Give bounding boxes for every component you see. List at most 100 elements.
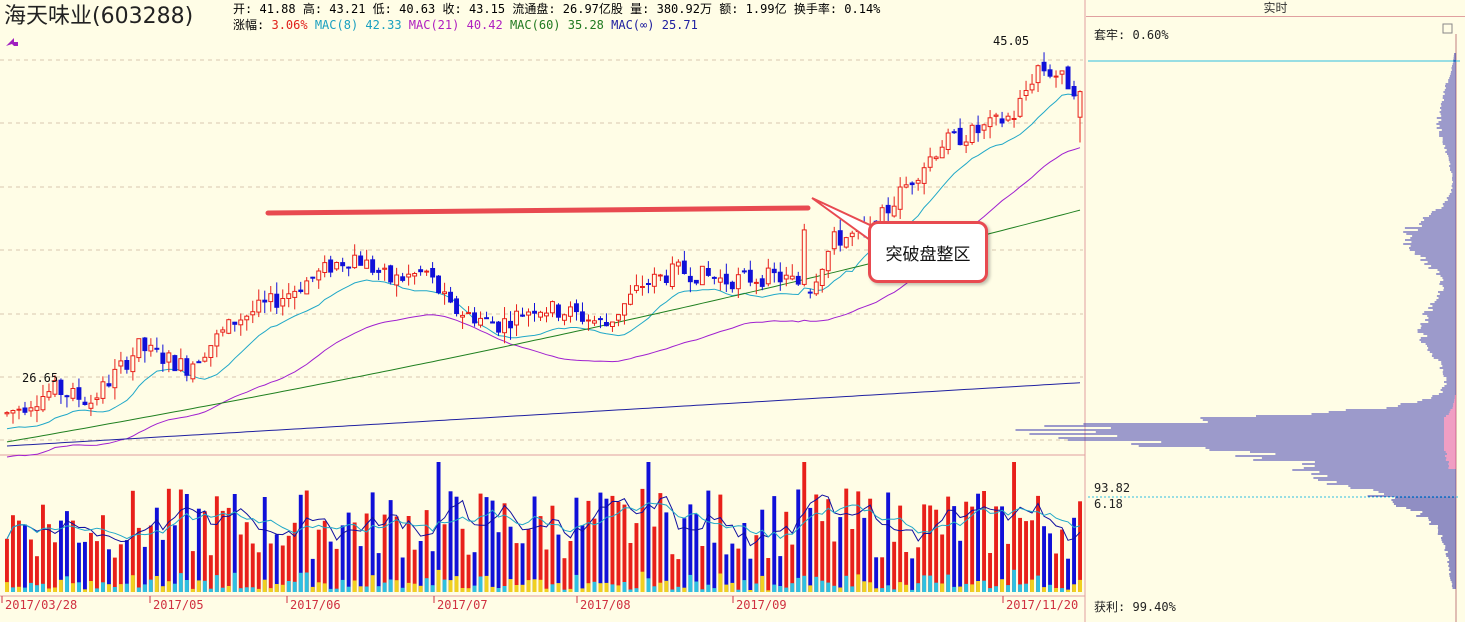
volume-bar [256,552,261,592]
candle-body [550,301,555,314]
volume-sub-bar [682,587,687,592]
volume-bar [59,520,63,592]
date-tick-label: 2017/06 [290,598,341,612]
volume-bar [412,549,417,592]
candle-body [610,321,615,327]
candle-body [693,279,699,284]
volume-bar [1024,521,1028,592]
candle-body [646,283,651,285]
low-price-marker: 26.65 [22,371,59,385]
candle-body [478,317,484,326]
volume-bar [490,500,495,592]
candle-body [112,368,118,389]
candle-body [777,271,783,283]
candle-body [148,344,154,352]
volume-sub-bar [424,578,429,592]
candle-body [891,205,897,217]
volume-sub-bar [1036,575,1040,592]
volume-bar [682,518,687,592]
candle-body [640,286,645,288]
volume-bar [742,523,747,592]
volume-bar [160,539,165,592]
volume-sub-bar [970,584,975,592]
volume-bar [724,554,729,592]
candle-body [807,291,813,294]
volume-sub-bar [1030,579,1034,592]
volume-sub-bar [1048,584,1052,592]
volume-bar [244,522,249,592]
volume-sub-bar [688,574,693,592]
volume-sub-bar [826,582,831,592]
volume-sub-bar [286,581,291,592]
volume-bar [190,551,195,592]
volume-bars [5,462,1082,592]
volume-sub-bar [77,582,81,592]
candle-body [634,285,639,291]
volume-sub-bar [220,587,225,592]
candle-body [160,352,166,364]
volume-bar [442,524,447,592]
volume-sub-bar [47,588,51,592]
volume-sub-bar [262,579,267,592]
volume-sub-bar [598,583,603,592]
volume-bar [844,488,849,592]
volume-sub-bar [71,583,75,592]
candle-body [556,304,561,318]
volume-sub-bar [670,589,675,592]
volume-bar [466,554,471,592]
candle-body [184,358,190,376]
candle-body [202,356,208,362]
volume-sub-bar [442,579,447,592]
volume-bar [178,489,183,592]
volume-sub-bar [880,588,885,592]
volume-bar [136,527,141,592]
volume-sub-bar [142,584,147,592]
volume-sub-bar [358,586,363,592]
volume-sub-bar [916,583,921,592]
candle-body [975,124,981,134]
candle-body [981,124,987,131]
volume-bar [448,491,453,592]
volume-sub-bar [184,580,189,592]
volume-bar [880,557,885,592]
volume-bar [790,544,795,592]
candle-body [256,299,262,313]
candle-body [10,410,16,414]
candle-body [747,269,753,283]
volume-bar [1000,506,1004,592]
volume-bar [394,516,399,592]
volume-sub-bar [646,578,651,592]
profit-value: 99.40% [1132,600,1176,614]
mac8-label: MAC(8) [314,18,359,32]
volume-sub-bar [574,574,579,592]
volume-bar [35,556,39,592]
volume-sub-bar [59,579,63,592]
volume-sub-bar [790,583,795,592]
candle-body [741,270,747,273]
tab-realtime[interactable]: 实时 [1086,0,1465,17]
volume-bar [832,541,837,592]
candle-body [100,381,106,399]
candle-body [909,182,915,186]
volume-sub-bar [526,580,531,592]
volume-bar [304,490,309,592]
candle-body [771,268,777,274]
volume-bar [604,498,609,592]
volume-sub-bar [958,586,963,592]
volume-sub-bar [772,584,777,592]
volume-bar [934,509,939,592]
volume-sub-bar [292,581,297,592]
volume-sub-bar [664,580,669,592]
low-value: 40.63 [399,2,436,16]
volume-sub-bar [472,585,477,592]
volume-sub-bar [65,576,69,592]
candle-body [915,179,921,184]
volume-bar [898,505,903,592]
volume-sub-bar [226,586,231,592]
volume-sub-bar [568,588,573,592]
volume-sub-bar [586,583,591,592]
candle-body [1041,61,1047,72]
volume-bar [850,529,855,592]
volume-bar [118,544,123,592]
volume-sub-bar [496,588,501,592]
